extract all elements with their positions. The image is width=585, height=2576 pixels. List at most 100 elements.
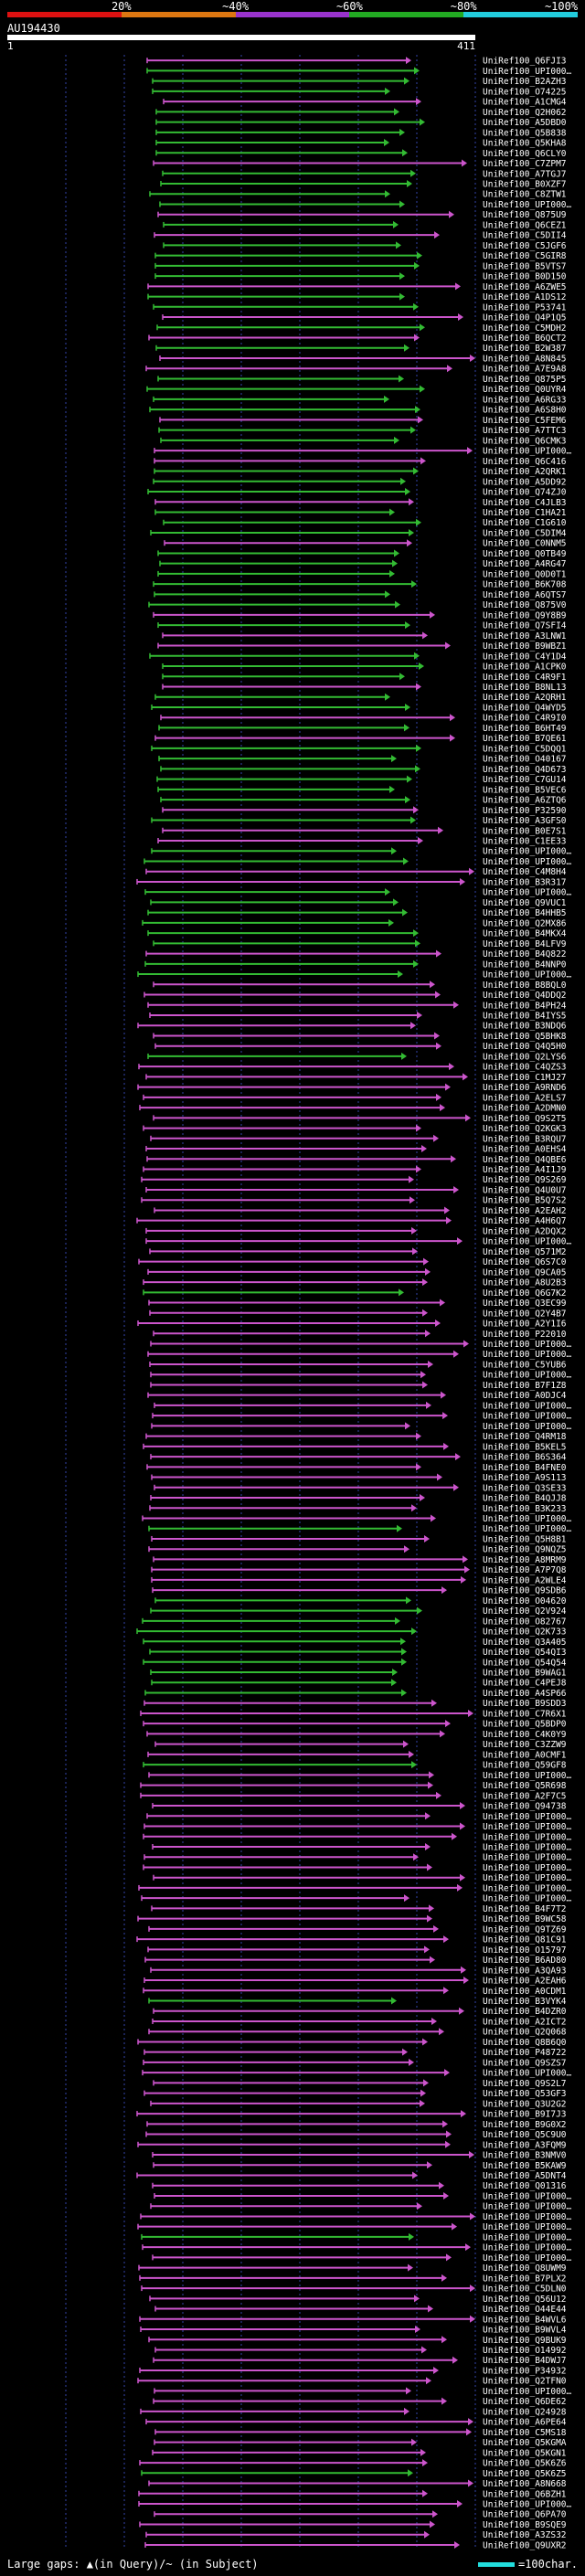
hit-id-label[interactable]: UniRef100_Q2KGK3: [483, 1124, 567, 1134]
hit-id-label[interactable]: UniRef100_B6QCT2: [483, 334, 567, 344]
hit-id-label[interactable]: UniRef100_B9G0X2: [483, 2120, 567, 2130]
hit-id-label[interactable]: UniRef100_A6RG33: [483, 395, 567, 405]
hit-id-label[interactable]: UniRef100_B9WC58: [483, 1914, 567, 1924]
hit-id-label[interactable]: UniRef100_UPI000…: [483, 1822, 572, 1832]
hit-id-label[interactable]: UniRef100_B8NL13: [483, 683, 567, 693]
hit-id-label[interactable]: UniRef100_C5YUB6: [483, 1360, 567, 1370]
hit-id-label[interactable]: UniRef100_Q9SZS7: [483, 2058, 567, 2068]
hit-id-label[interactable]: UniRef100_C1MJ27: [483, 1073, 567, 1083]
hit-id-label[interactable]: UniRef100_Q5KGN1: [483, 2448, 567, 2458]
hit-id-label[interactable]: UniRef100_O14992: [483, 2346, 567, 2356]
hit-id-label[interactable]: UniRef100_A7P7Q8: [483, 1565, 567, 1575]
hit-id-label[interactable]: UniRef100_C4R9I0: [483, 714, 567, 724]
hit-id-label[interactable]: UniRef100_UPI000…: [483, 2387, 572, 2397]
hit-id-label[interactable]: UniRef100_UPI000…: [483, 2232, 572, 2242]
hit-id-label[interactable]: UniRef100_UPI000…: [483, 1350, 572, 1360]
hit-id-label[interactable]: UniRef100_C7ZPM7: [483, 159, 567, 169]
hit-id-label[interactable]: UniRef100_B4HHB5: [483, 908, 567, 918]
hit-id-label[interactable]: UniRef100_B5KEL5: [483, 1442, 567, 1452]
hit-id-label[interactable]: UniRef100_A6S8H0: [483, 406, 567, 416]
hit-id-label[interactable]: UniRef100_C4JLB3: [483, 498, 567, 508]
hit-id-label[interactable]: UniRef100_B2W387: [483, 344, 567, 354]
hit-id-label[interactable]: UniRef100_Q3SE33: [483, 1483, 567, 1493]
hit-id-label[interactable]: UniRef100_A4RG47: [483, 559, 567, 569]
hit-id-label[interactable]: UniRef100_A7TGJ7: [483, 169, 567, 179]
hit-id-label[interactable]: UniRef100_Q6PA70: [483, 2510, 567, 2520]
hit-id-label[interactable]: UniRef100_Q5BHK8: [483, 1032, 567, 1042]
hit-id-label[interactable]: UniRef100_A5DBD0: [483, 118, 567, 128]
hit-id-label[interactable]: UniRef100_C7R6X1: [483, 1709, 567, 1719]
hit-id-label[interactable]: UniRef100_C4QZS3: [483, 1063, 567, 1073]
hit-id-label[interactable]: UniRef100_C5MS18: [483, 2428, 567, 2438]
hit-id-label[interactable]: UniRef100_A6PE64: [483, 2418, 567, 2428]
hit-id-label[interactable]: UniRef100_Q6CMK3: [483, 436, 567, 446]
hit-id-label[interactable]: UniRef100_UPI000…: [483, 1812, 572, 1822]
hit-id-label[interactable]: UniRef100_Q875P5: [483, 375, 567, 385]
hit-id-label[interactable]: UniRef100_Q875V0: [483, 600, 567, 610]
hit-id-label[interactable]: UniRef100_Q6C416: [483, 457, 567, 467]
hit-id-label[interactable]: UniRef100_A1CPK0: [483, 663, 567, 673]
hit-id-label[interactable]: UniRef100_Q6CEZ1: [483, 220, 567, 230]
hit-id-label[interactable]: UniRef100_UPI000…: [483, 2243, 572, 2253]
hit-id-label[interactable]: UniRef100_B4LFV9: [483, 939, 567, 949]
hit-id-label[interactable]: UniRef100_Q4U0U7: [483, 1185, 567, 1195]
hit-id-label[interactable]: UniRef100_UPI000…: [483, 1237, 572, 1247]
hit-id-label[interactable]: UniRef100_UPI000…: [483, 970, 572, 981]
hit-id-label[interactable]: UniRef100_UPI000…: [483, 1832, 572, 1842]
hit-id-label[interactable]: UniRef100_UPI000…: [483, 1863, 572, 1873]
hit-id-label[interactable]: UniRef100_A4SP66: [483, 1689, 567, 1699]
hit-id-label[interactable]: UniRef100_C5MDH2: [483, 323, 567, 334]
hit-id-label[interactable]: UniRef100_Q4Q5H0: [483, 1042, 567, 1052]
hit-id-label[interactable]: UniRef100_Q6CLY0: [483, 149, 567, 159]
hit-id-label[interactable]: UniRef100_Q2TFN0: [483, 2377, 567, 2387]
hit-id-label[interactable]: UniRef100_A7TTC3: [483, 426, 567, 436]
hit-id-label[interactable]: UniRef100_UPI000…: [483, 200, 572, 210]
hit-id-label[interactable]: UniRef100_A0EHS4: [483, 1145, 567, 1155]
hit-id-label[interactable]: UniRef100_A2ELS7: [483, 1093, 567, 1103]
hit-id-label[interactable]: UniRef100_B3NMV0: [483, 2151, 567, 2161]
hit-id-label[interactable]: UniRef100_A8N668: [483, 2479, 567, 2489]
hit-id-label[interactable]: UniRef100_A8U2B3: [483, 1278, 567, 1288]
hit-id-label[interactable]: UniRef100_Q2MX86: [483, 918, 567, 928]
hit-id-label[interactable]: UniRef100_Q81C91: [483, 1935, 567, 1945]
hit-id-label[interactable]: UniRef100_C1G610: [483, 518, 567, 528]
hit-id-label[interactable]: UniRef100_B6S364: [483, 1453, 567, 1463]
hit-id-label[interactable]: UniRef100_A3FQM9: [483, 2140, 567, 2150]
hit-id-label[interactable]: UniRef100_B7QE61: [483, 734, 567, 744]
hit-id-label[interactable]: UniRef100_C5DII4: [483, 231, 567, 241]
hit-id-label[interactable]: UniRef100_B4PH24: [483, 1001, 567, 1011]
hit-id-label[interactable]: UniRef100_Q4D673: [483, 765, 567, 775]
hit-id-label[interactable]: UniRef100_A4I1J9: [483, 1165, 567, 1175]
hit-id-label[interactable]: UniRef100_B9SQE9: [483, 2520, 567, 2530]
hit-id-label[interactable]: UniRef100_Q6G7K2: [483, 1288, 567, 1299]
hit-id-label[interactable]: UniRef100_Q5C9U0: [483, 2130, 567, 2140]
hit-id-label[interactable]: UniRef100_UPI000…: [483, 2202, 572, 2212]
hit-id-label[interactable]: UniRef100_Q2Y4B7: [483, 1309, 567, 1319]
hit-id-label[interactable]: UniRef100_Q3U2G2: [483, 2099, 567, 2109]
hit-id-label[interactable]: UniRef100_C4PEJ8: [483, 1679, 567, 1689]
hit-id-label[interactable]: UniRef100_C1HA21: [483, 508, 567, 518]
hit-id-label[interactable]: UniRef100_UPI000…: [483, 1873, 572, 1883]
hit-id-label[interactable]: UniRef100_A2DQX2: [483, 1226, 567, 1236]
hit-id-label[interactable]: UniRef100_P34932: [483, 2366, 567, 2376]
hit-id-label[interactable]: UniRef100_C5FEM6: [483, 416, 567, 426]
hit-id-label[interactable]: UniRef100_Q9Y8B9: [483, 610, 567, 620]
hit-id-label[interactable]: UniRef100_B9WBZ1: [483, 641, 567, 652]
hit-id-label[interactable]: UniRef100_A2QRH1: [483, 693, 567, 703]
hit-id-label[interactable]: UniRef100_UPI000…: [483, 2222, 572, 2232]
hit-id-label[interactable]: UniRef100_UPI000…: [483, 857, 572, 867]
hit-id-label[interactable]: UniRef100_Q4P1Q5: [483, 313, 567, 323]
hit-id-label[interactable]: UniRef100_C5DQQ1: [483, 744, 567, 754]
hit-id-label[interactable]: UniRef100_C7GU14: [483, 775, 567, 785]
hit-id-label[interactable]: UniRef100_Q4QBE6: [483, 1155, 567, 1165]
hit-id-label[interactable]: UniRef100_Q9NQZ5: [483, 1545, 567, 1555]
hit-id-label[interactable]: UniRef100_A3GFS0: [483, 816, 567, 826]
hit-id-label[interactable]: UniRef100_B5Q7S2: [483, 1196, 567, 1206]
hit-id-label[interactable]: UniRef100_O74225: [483, 87, 567, 97]
hit-id-label[interactable]: UniRef100_C4R9F1: [483, 673, 567, 683]
hit-id-label[interactable]: UniRef100_Q9BUK9: [483, 2336, 567, 2346]
hit-id-label[interactable]: UniRef100_O15797: [483, 1945, 567, 1956]
hit-id-label[interactable]: UniRef100_UPI000…: [483, 1422, 572, 1432]
hit-id-label[interactable]: UniRef100_B9SDD3: [483, 1699, 567, 1709]
hit-id-label[interactable]: UniRef100_C3ZZW9: [483, 1740, 567, 1750]
